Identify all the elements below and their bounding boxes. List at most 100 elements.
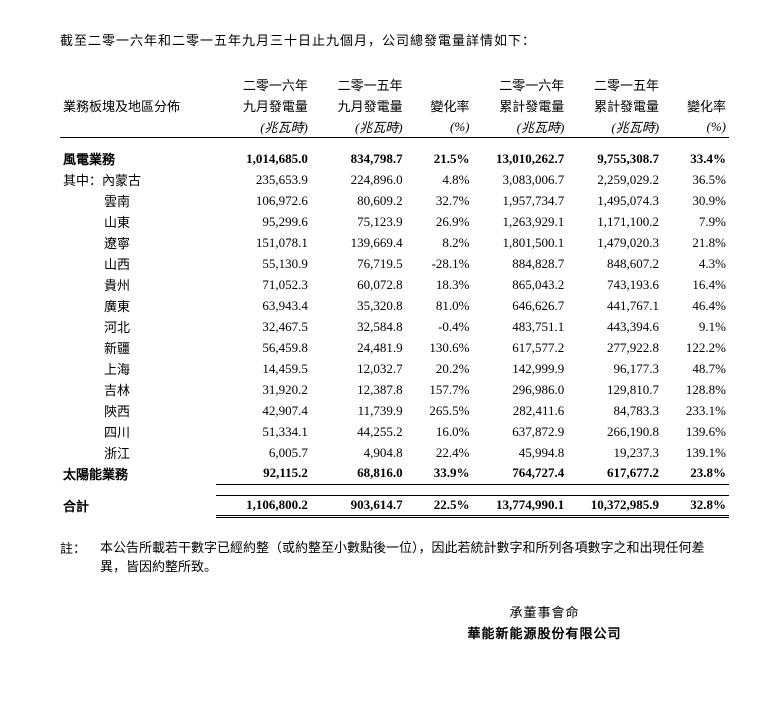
cell: 834,798.7 <box>311 148 406 169</box>
cell: 92,115.2 <box>216 463 311 484</box>
cell: 865,043.2 <box>473 274 568 295</box>
cell: 884,828.7 <box>473 253 568 274</box>
cell: 32.7% <box>406 190 473 211</box>
region-row: 其中：內蒙古235,653.9224,896.04.8%3,083,006.72… <box>60 169 729 190</box>
cell: 80,609.2 <box>311 190 406 211</box>
cell: 35,320.8 <box>311 295 406 316</box>
cell: 7.9% <box>662 211 729 232</box>
cell: 139.6% <box>662 421 729 442</box>
region-label: 廣東 <box>60 295 216 316</box>
cell: 903,614.7 <box>311 495 406 516</box>
cell: 12,387.8 <box>311 379 406 400</box>
region-label: 山東 <box>60 211 216 232</box>
region-label: 新疆 <box>60 337 216 358</box>
region-row: 浙江6,005.74,904.822.4%45,994.819,237.3139… <box>60 442 729 463</box>
cell: 617,577.2 <box>473 337 568 358</box>
cell: 277,922.8 <box>567 337 662 358</box>
cell: 743,193.6 <box>567 274 662 295</box>
cell: 4.8% <box>406 169 473 190</box>
signature-block: 承董事會命 華能新能源股份有限公司 <box>60 602 729 642</box>
cell: 282,411.6 <box>473 400 568 421</box>
cell: 1,801,500.1 <box>473 232 568 253</box>
cell: 68,816.0 <box>311 463 406 484</box>
cell: 13,774,990.1 <box>473 495 568 516</box>
cell: 296,986.0 <box>473 379 568 400</box>
cell: 42,907.4 <box>216 400 311 421</box>
sublabel: 其中： <box>63 173 102 188</box>
cell: -0.4% <box>406 316 473 337</box>
unit-c6: (%) <box>662 116 729 138</box>
region-label: 上海 <box>60 358 216 379</box>
cell: 36.5% <box>662 169 729 190</box>
cell: 56,459.8 <box>216 337 311 358</box>
cell: 23.8% <box>662 463 729 484</box>
cell: 1,014,685.0 <box>216 148 311 169</box>
region-label: 其中：內蒙古 <box>60 169 216 190</box>
hdr-c1-l2: 九月發電量 <box>216 95 311 116</box>
cell: 33.9% <box>406 463 473 484</box>
cell: 16.0% <box>406 421 473 442</box>
region-row: 山東95,299.675,123.926.9%1,263,929.11,171,… <box>60 211 729 232</box>
cell: 1,263,929.1 <box>473 211 568 232</box>
intro-text: 截至二零一六年和二零一五年九月三十日止九個月，公司總發電量詳情如下： <box>60 30 729 49</box>
cell: 45,994.8 <box>473 442 568 463</box>
cell: 63,943.4 <box>216 295 311 316</box>
note-label: 註： <box>60 538 100 577</box>
note-text: 本公告所載若干數字已經約整（或約整至小數點後一位），因此若統計數字和所列各項數字… <box>100 538 729 577</box>
cell: 233.1% <box>662 400 729 421</box>
cell: 21.5% <box>406 148 473 169</box>
cell: 11,739.9 <box>311 400 406 421</box>
total-label: 合計 <box>60 495 216 516</box>
solar-row: 太陽能業務 92,115.2 68,816.0 33.9% 764,727.4 … <box>60 463 729 484</box>
hdr-c6-l2: 變化率 <box>662 95 729 116</box>
region-row: 遼寧151,078.1139,669.48.2%1,801,500.11,479… <box>60 232 729 253</box>
cell: 18.3% <box>406 274 473 295</box>
wind-row: 風電業務 1,014,685.0 834,798.7 21.5% 13,010,… <box>60 148 729 169</box>
cell: 96,177.3 <box>567 358 662 379</box>
cell: 142,999.9 <box>473 358 568 379</box>
region-row: 上海14,459.512,032.720.2%142,999.996,177.3… <box>60 358 729 379</box>
cell: -28.1% <box>406 253 473 274</box>
region-row: 四川51,334.144,255.216.0%637,872.9266,190.… <box>60 421 729 442</box>
cell: 139,669.4 <box>311 232 406 253</box>
cell: 235,653.9 <box>216 169 311 190</box>
cell: 33.4% <box>662 148 729 169</box>
cell: 130.6% <box>406 337 473 358</box>
cell: 44,255.2 <box>311 421 406 442</box>
cell: 764,727.4 <box>473 463 568 484</box>
footnote: 註： 本公告所載若干數字已經約整（或約整至小數點後一位），因此若統計數字和所列各… <box>60 538 729 577</box>
cell: 139.1% <box>662 442 729 463</box>
cell: 13,010,262.7 <box>473 148 568 169</box>
cell: 1,479,020.3 <box>567 232 662 253</box>
cell: 443,394.6 <box>567 316 662 337</box>
cell: 19,237.3 <box>567 442 662 463</box>
cell: 637,872.9 <box>473 421 568 442</box>
sign-line1: 承董事會命 <box>360 602 729 621</box>
cell: 848,607.2 <box>567 253 662 274</box>
cell: 60,072.8 <box>311 274 406 295</box>
generation-table: 二零一六年 二零一五年 二零一六年 二零一五年 業務板塊及地區分佈 九月發電量 … <box>60 74 729 518</box>
region-row: 貴州71,052.360,072.818.3%865,043.2743,193.… <box>60 274 729 295</box>
cell: 51,334.1 <box>216 421 311 442</box>
region-label: 遼寧 <box>60 232 216 253</box>
hdr-c2-l2: 九月發電量 <box>311 95 406 116</box>
sign-company: 華能新能源股份有限公司 <box>360 623 729 642</box>
cell: 1,171,100.2 <box>567 211 662 232</box>
region-row: 吉林31,920.212,387.8157.7%296,986.0129,810… <box>60 379 729 400</box>
cell: 4,904.8 <box>311 442 406 463</box>
region-label: 陝西 <box>60 400 216 421</box>
cell: 84,783.3 <box>567 400 662 421</box>
cell: 75,123.9 <box>311 211 406 232</box>
hdr-c5-l1: 二零一五年 <box>567 74 662 95</box>
cell: 71,052.3 <box>216 274 311 295</box>
solar-label: 太陽能業務 <box>60 463 216 484</box>
region-label: 四川 <box>60 421 216 442</box>
cell: 24,481.9 <box>311 337 406 358</box>
region-label: 貴州 <box>60 274 216 295</box>
cell: 6,005.7 <box>216 442 311 463</box>
region-row: 雲南106,972.680,609.232.7%1,957,734.71,495… <box>60 190 729 211</box>
hdr-c3-l2: 變化率 <box>406 95 473 116</box>
region-label: 雲南 <box>60 190 216 211</box>
cell: 617,677.2 <box>567 463 662 484</box>
cell: 8.2% <box>406 232 473 253</box>
